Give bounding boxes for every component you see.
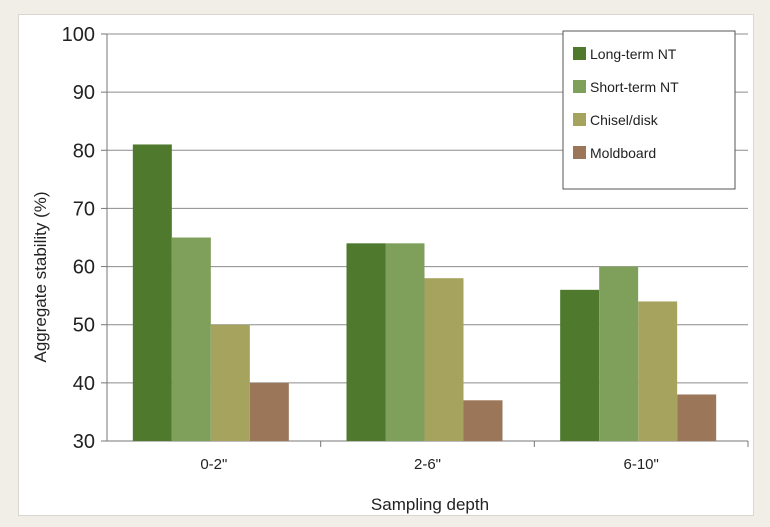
legend-label: Short-term NT [590,79,679,95]
y-tick-label: 50 [73,315,95,337]
legend-label: Long-term NT [590,46,677,62]
legend-label: Moldboard [590,145,656,161]
legend-label: Chisel/disk [590,112,659,128]
y-axis-title: Aggregate stability (%) [31,191,50,362]
bar [463,400,503,441]
bar [385,243,425,441]
bar [132,144,172,441]
bar [424,278,464,441]
legend-swatch [573,80,586,93]
y-tick-label: 60 [73,257,95,279]
legend-swatch [573,113,586,126]
y-tick-label: 40 [73,373,95,395]
y-tick-label: 90 [73,82,95,104]
bar [249,382,289,441]
legend-swatch [573,146,586,159]
legend-swatch [573,47,586,60]
y-tick-label: 80 [73,140,95,162]
y-tick-label: 100 [62,24,95,46]
bar [346,243,386,441]
bar [210,324,250,441]
y-tick-label: 30 [73,431,95,453]
x-tick-label: 0-2" [200,456,227,473]
x-tick-label: 2-6" [414,456,441,473]
y-tick-label: 70 [73,198,95,220]
bar [560,289,600,441]
x-tick-label: 6-10" [623,456,658,473]
x-axis-title: Sampling depth [371,495,489,514]
bar [599,266,639,441]
bar [638,301,678,441]
bar [677,394,717,441]
legend-box [562,30,736,190]
bar [171,237,211,441]
